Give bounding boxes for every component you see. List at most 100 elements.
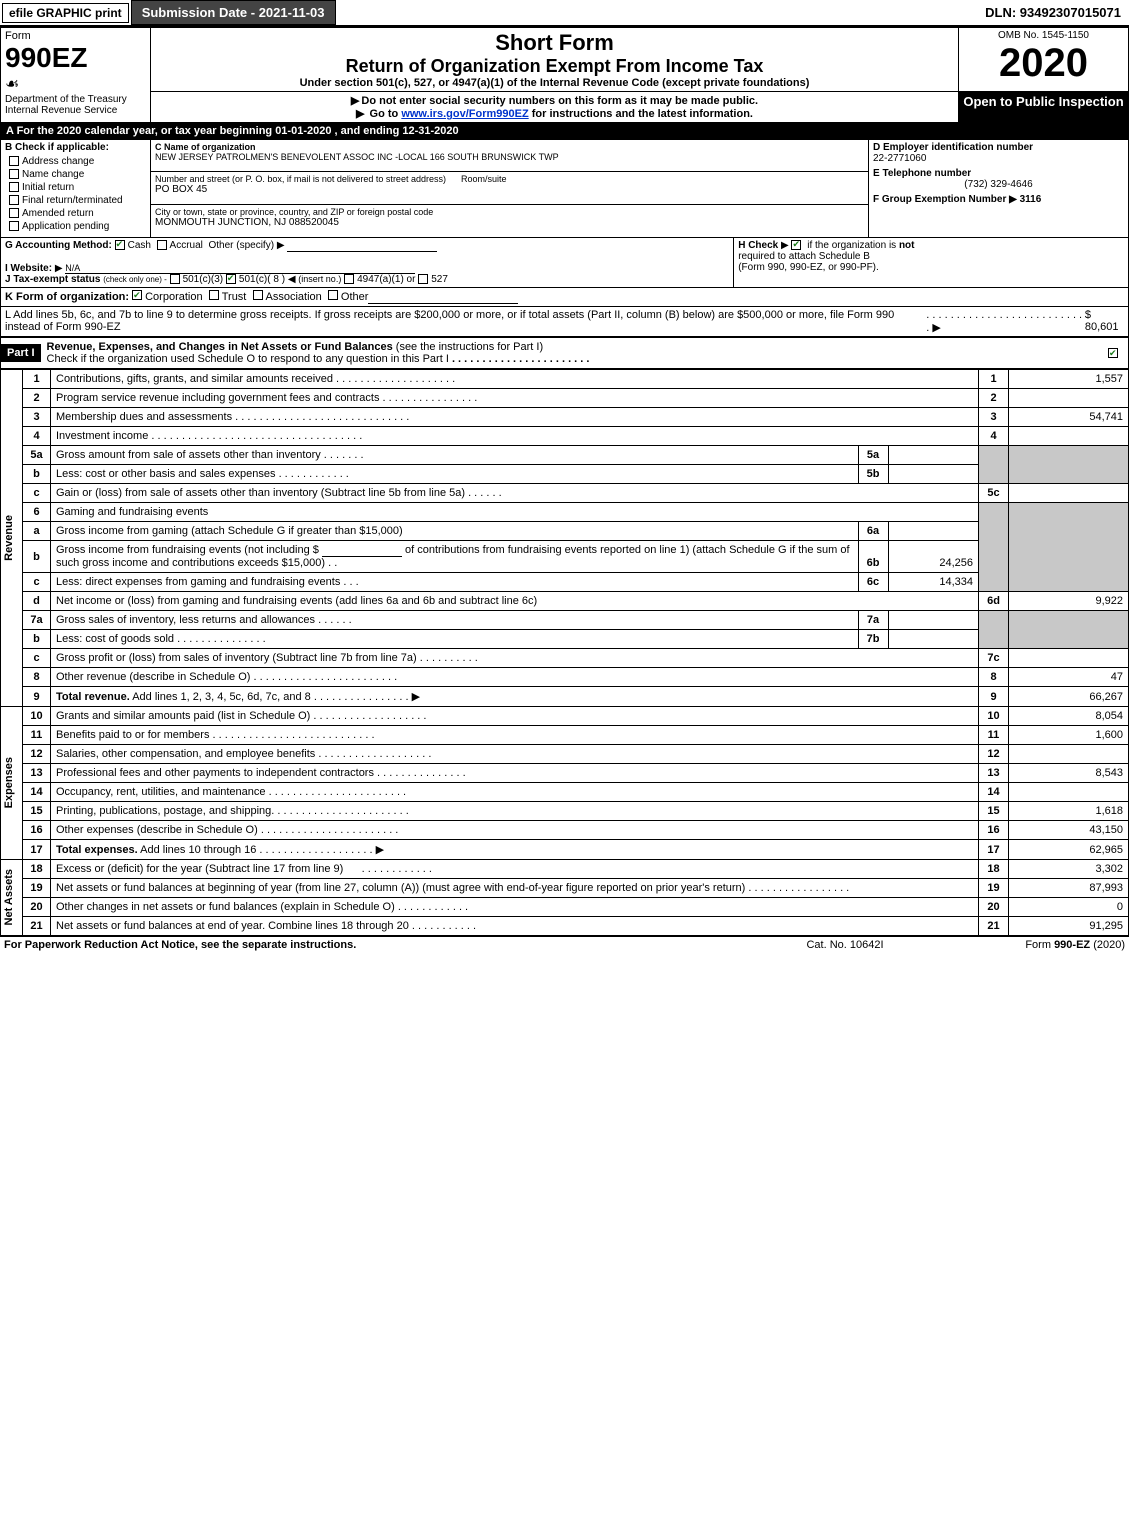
k-trust: Trust [222, 291, 247, 303]
line-8-amt: 47 [1009, 668, 1129, 687]
ein-value: 22-2771060 [873, 153, 1124, 164]
line-7b-sub: 7b [858, 630, 888, 648]
line-6a-subamt [888, 522, 978, 540]
cb-527[interactable] [418, 274, 428, 284]
line-1-desc: Contributions, gifts, grants, and simila… [56, 373, 333, 385]
line-5a-subamt [888, 446, 978, 464]
footer: For Paperwork Reduction Act Notice, see … [0, 936, 1129, 953]
efile-print-button[interactable]: efile GRAPHIC print [2, 3, 129, 23]
line-17-amt: 62,965 [1009, 840, 1129, 860]
line-4-amt [1009, 427, 1129, 446]
line-5c-amt [1009, 484, 1129, 503]
section-g-label: G Accounting Method: [5, 240, 112, 251]
line-15-desc: Printing, publications, postage, and shi… [56, 805, 274, 817]
cb-label: Final return/terminated [22, 195, 123, 206]
line-2-num: 2 [23, 389, 51, 408]
cb-501c3[interactable] [170, 274, 180, 284]
line-5c-num: c [23, 484, 51, 503]
return-title: Return of Organization Exempt From Incom… [155, 56, 954, 77]
cb-accrual[interactable] [157, 240, 167, 250]
cb-h-check[interactable] [791, 240, 801, 250]
line-19-amt: 87,993 [1009, 879, 1129, 898]
other-label: Other (specify) [208, 240, 274, 251]
cb-label: Initial return [22, 182, 74, 193]
goto-link[interactable]: www.irs.gov/Form990EZ [401, 108, 528, 120]
line-3-desc: Membership dues and assessments [56, 411, 232, 423]
line-9-num: 9 [23, 687, 51, 707]
line-16-num: 16 [23, 821, 51, 840]
line-13-num: 13 [23, 764, 51, 783]
cb-address-change[interactable] [9, 156, 19, 166]
line-20-amt: 0 [1009, 898, 1129, 917]
line-17-desc: Total expenses. [56, 844, 138, 856]
cb-part-i-schedule-o[interactable] [1108, 348, 1118, 358]
j-insert: (insert no.) [298, 274, 341, 284]
cb-name-change[interactable] [9, 169, 19, 179]
part-i-table: Revenue 1 Contributions, gifts, grants, … [0, 369, 1129, 936]
cb-amended-return[interactable] [9, 208, 19, 218]
h-text1: if the organization is [807, 240, 899, 251]
line-15-box: 15 [979, 802, 1009, 821]
line-6-desc: Gaming and fundraising events [51, 503, 979, 522]
section-k-label: K Form of organization: [5, 291, 129, 303]
org-name: NEW JERSEY PATROLMEN'S BENEVOLENT ASSOC … [155, 152, 864, 162]
k-other: Other [341, 291, 369, 303]
line-16-box: 16 [979, 821, 1009, 840]
line-14-amt [1009, 783, 1129, 802]
expenses-side-label: Expenses [1, 753, 17, 812]
line-6c-num: c [23, 573, 51, 592]
line-7c-desc: Gross profit or (loss) from sales of inv… [56, 652, 417, 664]
cb-initial-return[interactable] [9, 182, 19, 192]
j-527: 527 [431, 274, 448, 285]
line-5b-sub: 5b [858, 465, 888, 483]
line-18-desc: Excess or (deficit) for the year (Subtra… [56, 863, 343, 875]
dept-label: Department of the Treasury [5, 94, 146, 105]
line-19-desc: Net assets or fund balances at beginning… [56, 882, 745, 894]
line-6c-subamt: 14,334 [888, 573, 978, 591]
cb-501c[interactable] [226, 274, 236, 284]
room-label: Room/suite [461, 174, 507, 184]
line-18-amt: 3,302 [1009, 860, 1129, 879]
b-checkbox-list: Address change Name change Initial retur… [5, 153, 146, 235]
line-7b-num: b [23, 630, 51, 649]
line-13-box: 13 [979, 764, 1009, 783]
cb-4947[interactable] [344, 274, 354, 284]
section-l-row: L Add lines 5b, 6c, and 7b to line 9 to … [0, 307, 1129, 337]
form-word: Form [5, 30, 146, 42]
cb-label: Name change [22, 169, 84, 180]
footer-right-bold: 990-EZ [1054, 939, 1090, 951]
submission-date-badge: Submission Date - 2021-11-03 [131, 0, 336, 25]
line-9-desc2: Add lines 1, 2, 3, 4, 5c, 6d, 7c, and 8 [130, 691, 311, 703]
line-4-num: 4 [23, 427, 51, 446]
cb-cash[interactable] [115, 240, 125, 250]
line-5c-box: 5c [979, 484, 1009, 503]
part-i-label: Part I [1, 344, 41, 362]
line-14-desc: Occupancy, rent, utilities, and maintena… [56, 786, 266, 798]
form-header: Form 990EZ ☙ Department of the Treasury … [0, 27, 1129, 123]
line-6b-subamt: 24,256 [888, 541, 978, 572]
top-bar: efile GRAPHIC print Submission Date - 20… [0, 0, 1129, 27]
line-18-num: 18 [23, 860, 51, 879]
line-13-desc: Professional fees and other payments to … [56, 767, 374, 779]
h-text3: (Form 990, 990-EZ, or 990-PF). [738, 262, 879, 273]
line-14-box: 14 [979, 783, 1009, 802]
cb-application-pending[interactable] [9, 221, 19, 231]
irs-label: Internal Revenue Service [5, 105, 146, 116]
website-value: N/A [65, 263, 415, 274]
section-a-banner: A For the 2020 calendar year, or tax yea… [0, 123, 1129, 139]
line-5a-desc: Gross amount from sale of assets other t… [56, 449, 321, 461]
cb-corp[interactable] [132, 290, 142, 300]
line-14-num: 14 [23, 783, 51, 802]
cb-trust[interactable] [209, 290, 219, 300]
line-7b-desc: Less: cost of goods sold [56, 633, 174, 645]
cb-assoc[interactable] [253, 290, 263, 300]
no-ssn-note: Do not enter social security numbers on … [155, 94, 954, 107]
goto-suffix: for instructions and the latest informat… [532, 108, 753, 120]
cb-other[interactable] [328, 290, 338, 300]
line-7a-desc: Gross sales of inventory, less returns a… [56, 614, 315, 626]
omb-label: OMB No. 1545-1150 [963, 30, 1124, 41]
line-12-desc: Salaries, other compensation, and employ… [56, 748, 315, 760]
j-501c3: 501(c)(3) [183, 274, 224, 285]
line-12-amt [1009, 745, 1129, 764]
cb-final-return[interactable] [9, 195, 19, 205]
